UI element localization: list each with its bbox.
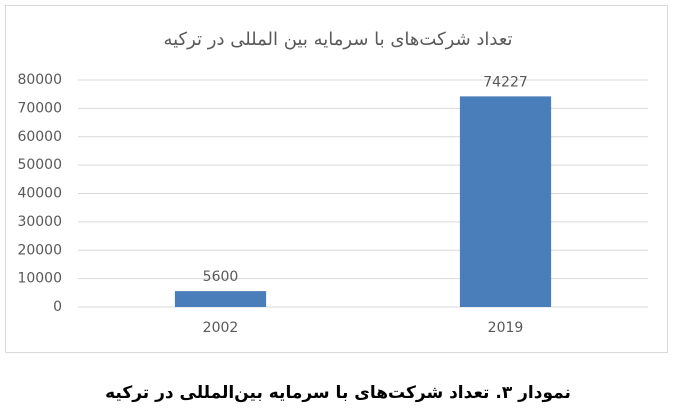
caption: نمودار ۳. تعداد شرکت‌های با سرمایه بین‌ا…: [105, 383, 571, 403]
y-tick-label: 10000: [17, 271, 62, 287]
y-tick-label: 80000: [17, 72, 62, 88]
y-tick-label: 30000: [17, 214, 62, 230]
y-tick-label: 40000: [17, 186, 62, 202]
x-tick-label: 2002: [203, 320, 239, 336]
bar: [459, 96, 552, 307]
chart-frame: [5, 5, 668, 353]
y-tick-label: 0: [53, 299, 62, 315]
bar: [174, 291, 267, 307]
chart-title: تعداد شرکت‌های با سرمایه بین المللی در ت…: [163, 29, 512, 50]
y-tick-label: 70000: [17, 100, 62, 116]
data-label: 74227: [483, 74, 528, 90]
y-tick-label: 50000: [17, 157, 62, 173]
y-tick-label: 20000: [17, 242, 62, 258]
x-tick-label: 2019: [488, 320, 524, 336]
data-label: 5600: [203, 269, 239, 285]
y-tick-label: 60000: [17, 129, 62, 145]
